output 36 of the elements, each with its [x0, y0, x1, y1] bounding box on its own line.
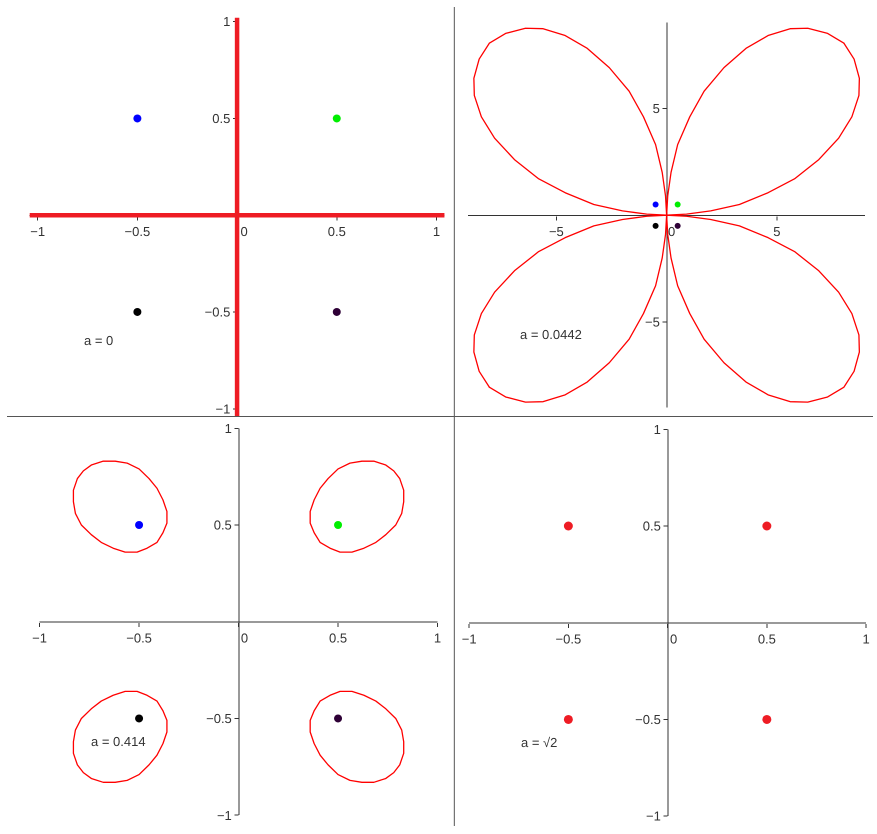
- x-tick-label: 0: [240, 630, 248, 646]
- y-tick-label: 0.5: [642, 518, 661, 534]
- x-tick-label: −5: [548, 224, 564, 239]
- x-tick-label: 0: [668, 224, 676, 239]
- x-tick-label: 1: [862, 631, 870, 646]
- x-tick-label: 5: [773, 224, 780, 239]
- x-tick-label: 1: [434, 630, 442, 646]
- x-tick-label: 0.5: [328, 224, 346, 239]
- y-tick-label: 0.5: [214, 518, 232, 533]
- y-tick-label: 5: [652, 100, 660, 116]
- annotation: a = 0: [84, 333, 114, 348]
- y-tick-label: −1: [216, 808, 232, 823]
- y-tick-label: −1: [646, 808, 661, 824]
- y-tick-label: −1: [216, 401, 230, 416]
- x-tick-label: −0.5: [556, 631, 582, 646]
- x-tick-label: −0.5: [126, 630, 152, 646]
- x-tick-label: 0.5: [758, 631, 776, 646]
- x-tick-label: −0.5: [124, 224, 150, 239]
- y-tick-label: 1: [224, 420, 232, 436]
- y-tick-label: −0.5: [206, 711, 232, 726]
- x-tick-label: 0: [670, 631, 678, 646]
- annotation: a = 0.414: [91, 734, 146, 749]
- y-tick-label: 1: [654, 422, 661, 437]
- x-tick-label: 1: [432, 224, 440, 239]
- y-tick-label: 0.5: [212, 110, 230, 126]
- y-tick-label: −5: [645, 314, 660, 330]
- x-tick-label: 0.5: [329, 630, 348, 646]
- y-tick-label: 1: [223, 14, 230, 30]
- y-tick-label: −0.5: [204, 304, 230, 320]
- x-tick-label: −1: [30, 224, 46, 239]
- y-tick-label: −0.5: [635, 712, 661, 728]
- x-tick-label: −1: [462, 631, 477, 646]
- x-tick-label: −1: [32, 630, 47, 646]
- annotation: a = 0.0442: [520, 327, 582, 342]
- x-tick-label: 0: [240, 224, 248, 239]
- annotation: a = √2: [521, 735, 558, 750]
